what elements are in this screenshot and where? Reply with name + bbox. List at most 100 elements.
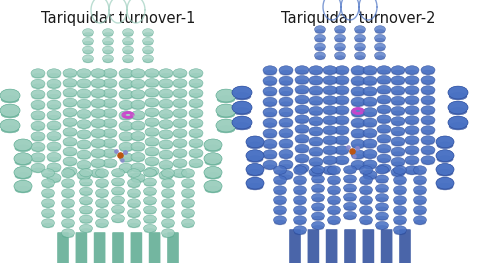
- Ellipse shape: [273, 216, 286, 224]
- Ellipse shape: [422, 160, 435, 165]
- Ellipse shape: [48, 167, 60, 173]
- Ellipse shape: [312, 175, 325, 183]
- Ellipse shape: [77, 140, 91, 149]
- Ellipse shape: [174, 153, 186, 158]
- Ellipse shape: [42, 199, 54, 207]
- Ellipse shape: [323, 66, 337, 74]
- Ellipse shape: [102, 29, 113, 36]
- Ellipse shape: [335, 43, 346, 50]
- Ellipse shape: [112, 173, 124, 177]
- Ellipse shape: [378, 89, 391, 94]
- Ellipse shape: [80, 219, 92, 224]
- Ellipse shape: [294, 200, 306, 205]
- Ellipse shape: [377, 125, 391, 133]
- Ellipse shape: [279, 87, 293, 95]
- Ellipse shape: [436, 136, 454, 148]
- Ellipse shape: [449, 123, 467, 130]
- Ellipse shape: [364, 143, 376, 149]
- Ellipse shape: [63, 69, 77, 77]
- Ellipse shape: [142, 46, 153, 54]
- Ellipse shape: [1, 125, 19, 133]
- Ellipse shape: [31, 111, 45, 120]
- Ellipse shape: [0, 89, 20, 102]
- Ellipse shape: [182, 193, 194, 198]
- Ellipse shape: [352, 165, 364, 170]
- Ellipse shape: [123, 41, 133, 45]
- Ellipse shape: [436, 150, 454, 161]
- Ellipse shape: [63, 167, 77, 175]
- Ellipse shape: [92, 143, 104, 148]
- Ellipse shape: [79, 215, 93, 223]
- Ellipse shape: [280, 175, 293, 180]
- Ellipse shape: [295, 75, 309, 84]
- Ellipse shape: [128, 203, 140, 208]
- Ellipse shape: [359, 196, 372, 204]
- Ellipse shape: [355, 29, 365, 34]
- Ellipse shape: [146, 93, 158, 98]
- Ellipse shape: [182, 203, 194, 208]
- Ellipse shape: [78, 83, 90, 88]
- Ellipse shape: [120, 136, 132, 141]
- Ellipse shape: [377, 66, 391, 74]
- Ellipse shape: [92, 123, 104, 128]
- Ellipse shape: [296, 119, 308, 124]
- Ellipse shape: [296, 139, 308, 144]
- Ellipse shape: [146, 161, 158, 166]
- Ellipse shape: [296, 168, 308, 173]
- Ellipse shape: [279, 97, 293, 106]
- Ellipse shape: [104, 143, 116, 148]
- Ellipse shape: [47, 153, 61, 161]
- Ellipse shape: [310, 162, 322, 167]
- Ellipse shape: [422, 100, 435, 105]
- Ellipse shape: [405, 66, 419, 74]
- Ellipse shape: [247, 156, 263, 163]
- Ellipse shape: [406, 80, 418, 85]
- Ellipse shape: [32, 147, 44, 152]
- Ellipse shape: [296, 109, 308, 114]
- Ellipse shape: [363, 108, 377, 117]
- Ellipse shape: [436, 177, 454, 189]
- Ellipse shape: [111, 169, 124, 176]
- Ellipse shape: [422, 150, 435, 155]
- Ellipse shape: [309, 117, 323, 125]
- Ellipse shape: [112, 218, 124, 223]
- Ellipse shape: [377, 95, 391, 104]
- Ellipse shape: [204, 153, 222, 164]
- Ellipse shape: [391, 127, 405, 135]
- Ellipse shape: [315, 47, 325, 51]
- Ellipse shape: [279, 76, 293, 85]
- Ellipse shape: [173, 159, 187, 167]
- Ellipse shape: [352, 91, 364, 97]
- Ellipse shape: [162, 179, 174, 187]
- Ellipse shape: [128, 219, 141, 227]
- Ellipse shape: [204, 180, 222, 192]
- Ellipse shape: [293, 186, 306, 194]
- Ellipse shape: [182, 209, 195, 217]
- Ellipse shape: [189, 129, 203, 137]
- Ellipse shape: [123, 50, 133, 54]
- Ellipse shape: [62, 203, 74, 208]
- Ellipse shape: [14, 139, 32, 151]
- Ellipse shape: [312, 184, 325, 192]
- Ellipse shape: [120, 73, 132, 78]
- Ellipse shape: [190, 83, 202, 88]
- Ellipse shape: [273, 186, 286, 194]
- FancyBboxPatch shape: [57, 232, 69, 263]
- Ellipse shape: [103, 50, 113, 54]
- Ellipse shape: [376, 175, 389, 183]
- Ellipse shape: [422, 110, 435, 115]
- Ellipse shape: [394, 210, 406, 215]
- Ellipse shape: [344, 184, 357, 192]
- Ellipse shape: [323, 106, 337, 114]
- Ellipse shape: [247, 169, 263, 176]
- Ellipse shape: [62, 193, 74, 198]
- Ellipse shape: [83, 55, 94, 62]
- Ellipse shape: [217, 95, 235, 103]
- Ellipse shape: [294, 230, 306, 235]
- Ellipse shape: [79, 187, 93, 195]
- Ellipse shape: [406, 160, 418, 165]
- Ellipse shape: [309, 168, 323, 176]
- Ellipse shape: [47, 132, 61, 140]
- Ellipse shape: [351, 118, 365, 127]
- Ellipse shape: [204, 166, 222, 178]
